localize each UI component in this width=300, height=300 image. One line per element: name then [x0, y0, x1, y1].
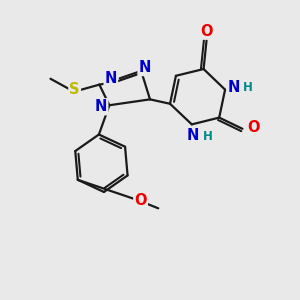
Text: N: N — [139, 60, 151, 75]
Text: O: O — [248, 120, 260, 135]
Text: O: O — [134, 193, 147, 208]
Text: N: N — [187, 128, 200, 143]
Text: H: H — [203, 130, 213, 143]
Text: N: N — [105, 71, 117, 86]
Text: N: N — [95, 99, 107, 114]
Text: S: S — [69, 82, 80, 97]
Text: H: H — [243, 81, 253, 94]
Text: O: O — [200, 23, 213, 38]
Text: N: N — [228, 80, 240, 95]
